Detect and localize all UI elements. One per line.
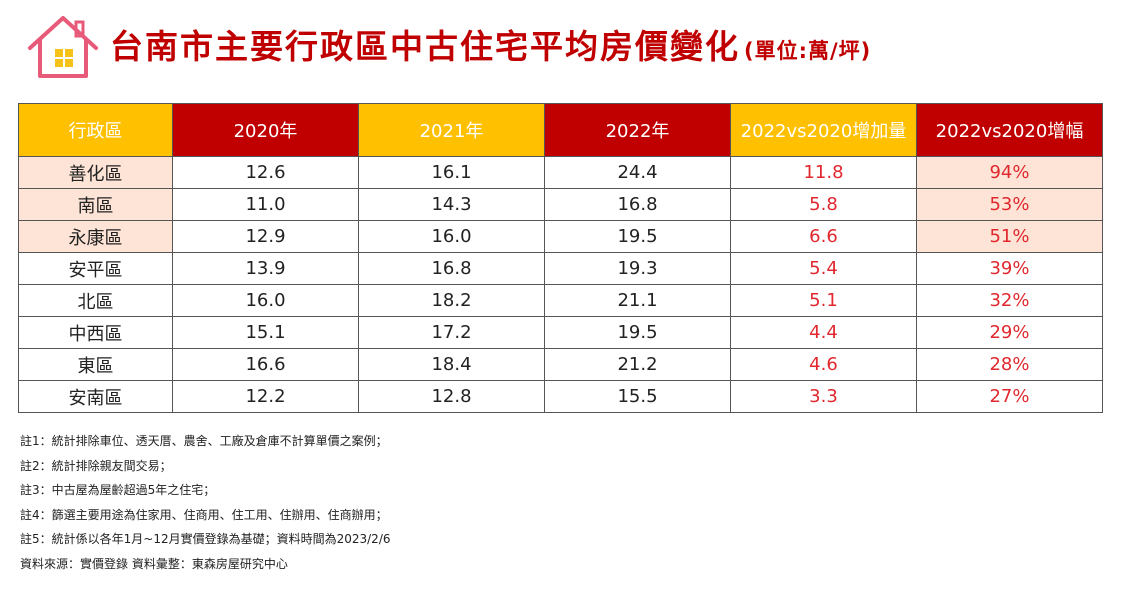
price-2022-cell: 19.5 xyxy=(544,316,731,349)
price-2021-cell: 14.3 xyxy=(358,188,545,221)
price-2022-cell: 21.2 xyxy=(544,348,731,381)
page-title: 台南市主要行政區中古住宅平均房價變化 (單位:萬/坪) xyxy=(110,20,871,68)
footnote-1: 註1：統計排除車位、透天厝、農舍、工廠及倉庫不計算單價之案例； xyxy=(20,434,388,448)
page-header: 台南市主要行政區中古住宅平均房價變化 (單位:萬/坪) xyxy=(0,0,1124,95)
price-2020-cell: 12.2 xyxy=(172,380,359,413)
district-cell: 南區 xyxy=(18,188,173,221)
price-2022-cell: 16.8 xyxy=(544,188,731,221)
table-row: 安平區 13.9 16.8 19.3 5.4 39% xyxy=(18,252,1103,285)
table-row: 北區 16.0 18.2 21.1 5.1 32% xyxy=(18,284,1103,317)
price-2021-cell: 17.2 xyxy=(358,316,545,349)
district-cell: 東區 xyxy=(18,348,173,381)
table-row: 南區 11.0 14.3 16.8 5.8 53% xyxy=(18,188,1103,221)
price-2022-cell: 15.5 xyxy=(544,380,731,413)
increase-cell: 6.6 xyxy=(730,220,917,253)
district-cell: 北區 xyxy=(18,284,173,317)
col-header-2022: 2022年 xyxy=(544,103,731,157)
price-2020-cell: 15.1 xyxy=(172,316,359,349)
price-2022-cell: 19.3 xyxy=(544,252,731,285)
district-cell: 永康區 xyxy=(18,220,173,253)
growth-cell: 51% xyxy=(916,220,1103,253)
district-cell: 安平區 xyxy=(18,252,173,285)
growth-cell: 29% xyxy=(916,316,1103,349)
price-2021-cell: 12.8 xyxy=(358,380,545,413)
title-text: 台南市主要行政區中古住宅平均房價變化 xyxy=(110,27,740,66)
table-header-row: 行政區 2020年 2021年 2022年 2022vs2020增加量 2022… xyxy=(18,103,1103,157)
price-2021-cell: 16.0 xyxy=(358,220,545,253)
district-cell: 善化區 xyxy=(18,156,173,189)
increase-cell: 4.4 xyxy=(730,316,917,349)
col-header-2021: 2021年 xyxy=(358,103,545,157)
price-2021-cell: 16.8 xyxy=(358,252,545,285)
price-2020-cell: 16.0 xyxy=(172,284,359,317)
price-2021-cell: 18.4 xyxy=(358,348,545,381)
footnote-4: 註4：篩選主要用途為住家用、住商用、住工用、住辦用、住商辦用； xyxy=(20,507,388,522)
district-cell: 安南區 xyxy=(18,380,173,413)
price-2022-cell: 19.5 xyxy=(544,220,731,253)
price-2020-cell: 16.6 xyxy=(172,348,359,381)
price-2021-cell: 18.2 xyxy=(358,284,545,317)
col-header-district: 行政區 xyxy=(18,103,173,157)
house-logo-icon xyxy=(28,16,98,78)
increase-cell: 11.8 xyxy=(730,156,917,189)
price-2022-cell: 21.1 xyxy=(544,284,731,317)
increase-cell: 5.8 xyxy=(730,188,917,221)
increase-cell: 4.6 xyxy=(730,348,917,381)
price-2022-cell: 24.4 xyxy=(544,156,731,189)
col-header-increase: 2022vs2020增加量 xyxy=(730,103,917,157)
growth-cell: 28% xyxy=(916,348,1103,381)
table-row: 中西區 15.1 17.2 19.5 4.4 29% xyxy=(18,316,1103,349)
unit-label: (單位:萬/坪) xyxy=(744,39,872,63)
price-table: 行政區 2020年 2021年 2022年 2022vs2020增加量 2022… xyxy=(18,103,1103,413)
footnote-2: 註2：統計排除親友間交易； xyxy=(20,458,172,473)
price-2020-cell: 11.0 xyxy=(172,188,359,221)
table-row: 東區 16.6 18.4 21.2 4.6 28% xyxy=(18,348,1103,381)
increase-cell: 5.1 xyxy=(730,284,917,317)
footnotes: 註1：統計排除車位、透天厝、農舍、工廠及倉庫不計算單價之案例； 註2：統計排除親… xyxy=(20,433,391,580)
increase-cell: 3.3 xyxy=(730,380,917,413)
data-source: 資料來源：實價登錄 資料彙整：東森房屋研究中心 xyxy=(20,556,288,571)
growth-cell: 27% xyxy=(916,380,1103,413)
growth-cell: 39% xyxy=(916,252,1103,285)
district-cell: 中西區 xyxy=(18,316,173,349)
footnote-5: 註5：統計係以各年1月~12月實價登錄為基礎；資料時間為2023/2/6 xyxy=(20,532,391,546)
footnote-3: 註3：中古屋為屋齡超過5年之住宅； xyxy=(20,483,216,497)
price-2020-cell: 12.9 xyxy=(172,220,359,253)
col-header-2020: 2020年 xyxy=(172,103,359,157)
col-header-growth: 2022vs2020增幅 xyxy=(916,103,1103,157)
price-2020-cell: 13.9 xyxy=(172,252,359,285)
price-2021-cell: 16.1 xyxy=(358,156,545,189)
growth-cell: 94% xyxy=(916,156,1103,189)
table-row: 善化區 12.6 16.1 24.4 11.8 94% xyxy=(18,156,1103,189)
table-row: 永康區 12.9 16.0 19.5 6.6 51% xyxy=(18,220,1103,253)
growth-cell: 32% xyxy=(916,284,1103,317)
table-row: 安南區 12.2 12.8 15.5 3.3 27% xyxy=(18,380,1103,413)
price-2020-cell: 12.6 xyxy=(172,156,359,189)
increase-cell: 5.4 xyxy=(730,252,917,285)
growth-cell: 53% xyxy=(916,188,1103,221)
